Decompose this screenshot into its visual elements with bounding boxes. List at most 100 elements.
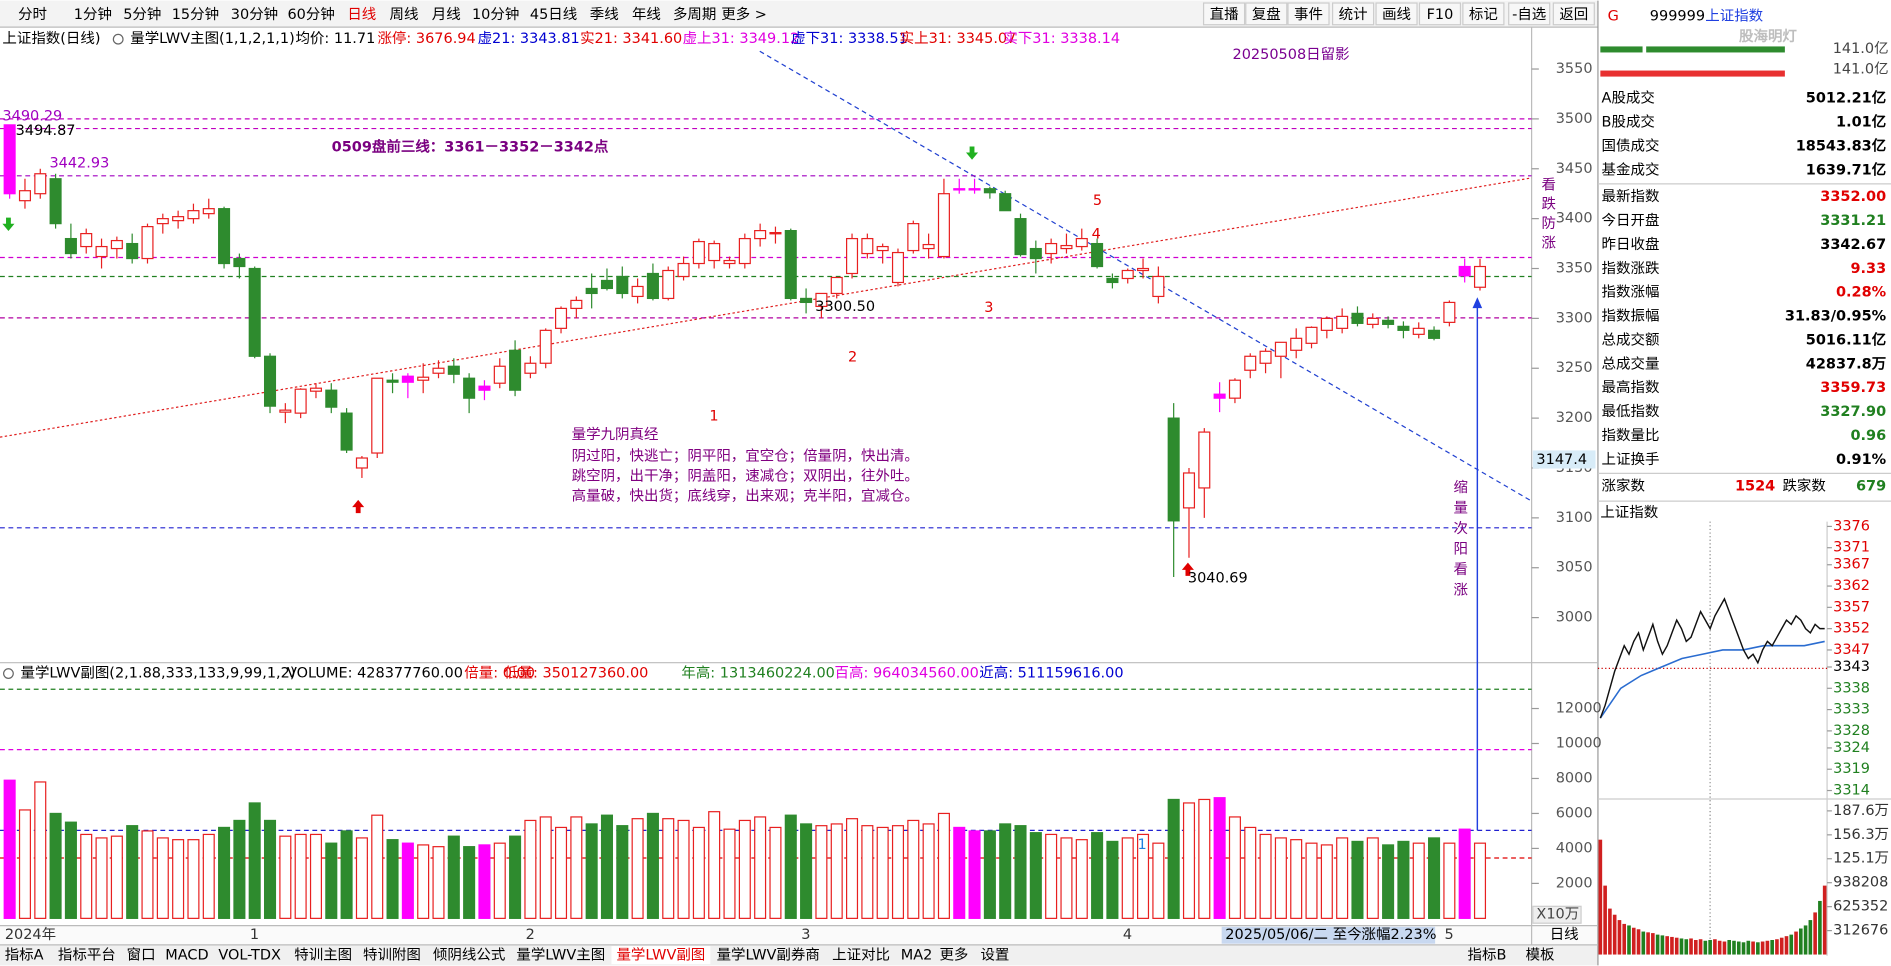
tab[interactable]: MA2 (901, 948, 933, 964)
toolbar-item[interactable]: 事件 (1294, 6, 1323, 23)
toolbar-item[interactable]: 更多 > (721, 6, 767, 23)
toolbar-item[interactable]: 标记 (1469, 6, 1498, 23)
toolbar-button[interactable] (1552, 2, 1595, 26)
quote-value: 5012.21亿 (1806, 88, 1886, 106)
volume-bar (1045, 833, 1058, 919)
toolbar-item[interactable]: 15分钟 (172, 6, 219, 23)
toolbar-item[interactable]: 复盘 (1252, 5, 1281, 23)
candle-body (478, 385, 491, 391)
toolbar-button[interactable] (1375, 2, 1418, 26)
volume-bar (876, 826, 889, 919)
tab[interactable]: 更多 (939, 947, 968, 964)
toolbar-item[interactable]: 45日线 (530, 6, 577, 23)
intraday-volume-bar (1612, 914, 1617, 955)
intraday-volume-bar (1813, 912, 1817, 955)
candle-body (1198, 431, 1211, 489)
tab[interactable]: 指标B (1468, 947, 1507, 964)
toolbar-item[interactable]: 年线 (632, 6, 661, 23)
toolbar-item[interactable]: 分时 (18, 6, 47, 23)
tab[interactable]: 量学LWV副图 (616, 947, 705, 964)
breadth-label: 跌家数 (1782, 478, 1826, 495)
intraday-volume-bar (1622, 923, 1627, 955)
candle-body (1182, 472, 1196, 509)
tab[interactable]: VOL-TDX (218, 948, 281, 964)
tab[interactable]: MACD (165, 948, 208, 964)
toolbar-item[interactable]: 直播 (1210, 6, 1239, 23)
poem-line: 跳空阴，出干净；阴盖阳，速减仓；双阴出，往外吐。 (572, 467, 919, 484)
tab[interactable]: 倾阴线公式 (433, 947, 505, 964)
toolbar-button[interactable] (1462, 2, 1505, 26)
toolbar-button[interactable] (1332, 2, 1375, 26)
volume-bar (1106, 840, 1119, 919)
tab[interactable]: 窗口 (127, 946, 156, 964)
toolbar-item[interactable]: 1分钟 (74, 6, 112, 23)
tab[interactable]: 特训附图 (363, 947, 421, 964)
candle-body (585, 287, 598, 295)
volume-bar (172, 839, 185, 919)
quote-value: 0.91% (1836, 452, 1887, 468)
intraday-volume-bar (1798, 928, 1803, 955)
toolbar-item[interactable]: -自选 (1512, 6, 1546, 23)
tab[interactable]: 指标A (5, 947, 44, 964)
intraday-title: 上证指数 (1600, 504, 1658, 521)
volume-bar (156, 837, 169, 919)
tabbar-bg (0, 944, 1598, 966)
toolbar-item[interactable]: 月线 (432, 6, 461, 23)
toolbar-item[interactable]: 返回 (1559, 6, 1588, 23)
volume-bar (3, 779, 16, 919)
toolbar-item[interactable]: 60分钟 (287, 6, 334, 23)
candle-body (554, 307, 568, 329)
quote-label: 最新指数 (1602, 188, 1660, 205)
volume-bar (815, 825, 828, 919)
toolbar-item[interactable]: F10 (1427, 7, 1454, 23)
toolbar-button[interactable] (1202, 2, 1246, 26)
candle-body (524, 362, 537, 374)
volume-bar (1014, 825, 1027, 919)
toolbar-item[interactable]: 季线 (590, 6, 619, 23)
volume-bar (1167, 798, 1180, 919)
intraday-volume-bar (1775, 939, 1779, 955)
tab[interactable]: 量学LWV主图 (516, 947, 605, 964)
candle-body (1167, 417, 1180, 522)
tab[interactable]: 模板 (1526, 946, 1555, 964)
toolbar-item[interactable]: 日线 (347, 6, 376, 23)
intraday-volume-bar (1708, 939, 1712, 955)
ratio-bar (1646, 46, 1785, 53)
candle-body (263, 355, 277, 407)
toolbar-button[interactable] (1245, 2, 1288, 26)
intraday-volume-bar (1741, 942, 1746, 955)
header-icon[interactable] (112, 33, 124, 45)
toolbar-button[interactable] (1418, 2, 1462, 26)
period-label[interactable]: 日线 (1550, 926, 1579, 943)
y-tick-label: 3362 (1833, 578, 1870, 594)
y-tick-label: 3050 (1556, 560, 1593, 576)
candle-body (371, 377, 384, 454)
toolbar-item[interactable]: 画线 (1382, 6, 1411, 23)
toolbar-item[interactable]: 周线 (390, 6, 419, 23)
chart-header: 均价: 11.71 (295, 30, 375, 47)
toolbar-item[interactable]: 多周期 (673, 6, 716, 23)
toolbar-button[interactable] (1287, 2, 1330, 26)
volume-bar (708, 811, 721, 919)
intraday-volume-bar (1808, 920, 1813, 955)
candle-body (126, 242, 139, 260)
y-tick-label: 3347 (1833, 642, 1870, 658)
intraday-volume-bar (1703, 940, 1708, 955)
toolbar-item[interactable]: 统计 (1339, 6, 1368, 23)
tab[interactable]: 特训主图 (294, 947, 352, 964)
header-icon[interactable] (3, 668, 14, 679)
toolbar-item[interactable]: 10分钟 (472, 6, 519, 23)
toolbar-item[interactable]: 30分钟 (231, 6, 278, 23)
candle-body (600, 279, 614, 290)
intraday-volume-bar (1722, 941, 1727, 955)
tab[interactable]: 指标平台 (58, 947, 116, 964)
quote-value: 1639.71亿 (1806, 161, 1886, 179)
tab[interactable]: 上证对比 (832, 947, 890, 964)
toolbar-item[interactable]: 5分钟 (123, 6, 161, 23)
tab[interactable]: 量学LWV副券商 (717, 947, 820, 964)
toolbar-button[interactable] (1508, 2, 1551, 26)
volume-bar (1428, 837, 1441, 919)
volume-bar (1397, 840, 1410, 919)
tab[interactable]: 设置 (980, 947, 1009, 964)
